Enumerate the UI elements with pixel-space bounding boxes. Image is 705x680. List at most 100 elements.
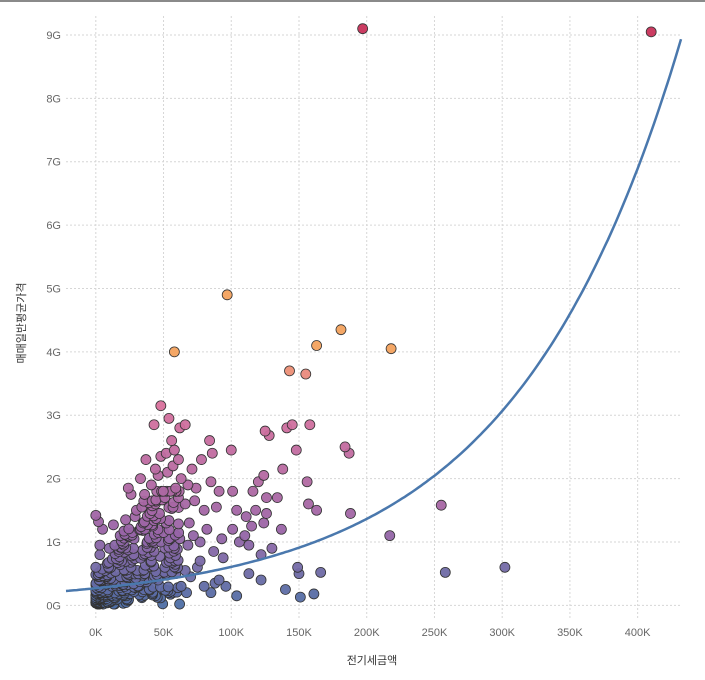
data-point bbox=[198, 504, 210, 516]
x-tick-label: 200K bbox=[354, 627, 380, 639]
data-point bbox=[201, 523, 213, 535]
data-point bbox=[122, 482, 134, 494]
top-border bbox=[0, 0, 705, 2]
y-tick-label: 4G bbox=[46, 347, 61, 359]
data-point bbox=[220, 580, 232, 592]
data-point bbox=[357, 23, 369, 35]
data-point bbox=[90, 561, 102, 573]
data-point bbox=[189, 495, 201, 507]
data-point bbox=[231, 504, 243, 516]
y-tick-label: 1G bbox=[46, 537, 61, 549]
data-point bbox=[308, 588, 320, 600]
data-point bbox=[335, 324, 347, 336]
data-point bbox=[345, 508, 356, 519]
data-point bbox=[290, 444, 302, 456]
data-point bbox=[255, 574, 267, 586]
data-point bbox=[94, 549, 106, 561]
x-tick-label: 350K bbox=[557, 627, 583, 639]
data-point bbox=[140, 454, 152, 465]
data-point bbox=[261, 508, 272, 519]
data-point bbox=[250, 504, 262, 516]
data-point bbox=[339, 441, 351, 453]
data-point bbox=[170, 482, 182, 494]
y-axis-ticks: 0G 1G 2G 3G 4G 5G 6G 7G 8G 9G bbox=[46, 30, 61, 612]
x-tick-label: 250K bbox=[422, 627, 448, 639]
data-point bbox=[168, 444, 180, 456]
data-point bbox=[301, 476, 313, 488]
trend-line bbox=[65, 38, 683, 593]
data-point bbox=[205, 587, 217, 599]
data-point bbox=[210, 501, 222, 513]
data-point bbox=[120, 514, 132, 526]
data-point bbox=[174, 598, 186, 610]
data-point bbox=[168, 346, 180, 358]
data-point bbox=[385, 343, 397, 355]
data-point bbox=[208, 546, 220, 557]
y-tick-label: 7G bbox=[46, 157, 61, 169]
data-point bbox=[194, 536, 206, 548]
x-tick-label: 300K bbox=[489, 627, 515, 639]
data-point bbox=[148, 419, 160, 431]
data-point bbox=[157, 485, 169, 497]
y-tick-label: 6G bbox=[46, 220, 61, 232]
data-point bbox=[216, 533, 228, 545]
data-point bbox=[277, 463, 289, 475]
data-point bbox=[155, 400, 167, 412]
x-tick-label: 50K bbox=[154, 627, 174, 639]
data-point bbox=[300, 368, 312, 380]
data-point bbox=[135, 473, 146, 484]
data-point bbox=[271, 492, 283, 504]
data-point bbox=[162, 581, 174, 593]
data-point bbox=[90, 509, 102, 521]
data-point bbox=[311, 504, 323, 516]
data-point bbox=[294, 591, 306, 603]
data-point bbox=[286, 419, 298, 431]
data-points bbox=[90, 23, 657, 610]
data-point bbox=[258, 470, 270, 481]
data-point bbox=[499, 561, 511, 573]
data-point bbox=[243, 568, 255, 580]
data-point bbox=[217, 552, 229, 564]
data-point bbox=[261, 492, 272, 504]
data-point bbox=[173, 518, 184, 530]
data-point bbox=[183, 517, 195, 529]
x-tick-label: 100K bbox=[218, 627, 244, 639]
y-tick-label: 2G bbox=[46, 474, 61, 486]
data-point bbox=[240, 511, 252, 523]
data-point bbox=[166, 435, 178, 446]
data-point bbox=[206, 447, 218, 459]
data-point bbox=[145, 479, 157, 491]
data-point bbox=[239, 530, 251, 542]
data-point bbox=[194, 555, 206, 567]
data-point bbox=[198, 580, 210, 592]
data-point bbox=[243, 539, 255, 551]
x-axis-title: 전기세금액 bbox=[347, 654, 398, 667]
data-point bbox=[108, 519, 119, 531]
data-point bbox=[266, 542, 278, 554]
y-tick-label: 5G bbox=[46, 283, 61, 295]
y-axis-title: 매매일반평균가격 bbox=[14, 283, 28, 364]
data-point bbox=[123, 523, 135, 535]
data-point bbox=[311, 340, 323, 351]
data-point bbox=[205, 476, 217, 488]
data-point bbox=[175, 473, 187, 484]
data-point bbox=[179, 419, 191, 431]
data-point bbox=[179, 498, 191, 510]
y-tick-label: 0G bbox=[46, 600, 61, 612]
data-point bbox=[173, 454, 184, 465]
data-point bbox=[150, 463, 161, 475]
data-point bbox=[175, 580, 187, 592]
data-point bbox=[231, 590, 243, 602]
data-point bbox=[315, 566, 327, 578]
data-point bbox=[225, 444, 237, 456]
data-point bbox=[213, 574, 225, 586]
data-point bbox=[182, 539, 194, 551]
data-point bbox=[204, 435, 215, 446]
data-point bbox=[187, 530, 199, 542]
data-point bbox=[213, 485, 225, 497]
data-point bbox=[304, 419, 316, 431]
x-axis-ticks: 0K 50K 100K 150K 200K 250K 300K 350K 400K bbox=[89, 627, 651, 639]
data-point bbox=[284, 365, 295, 377]
data-point bbox=[435, 499, 447, 511]
